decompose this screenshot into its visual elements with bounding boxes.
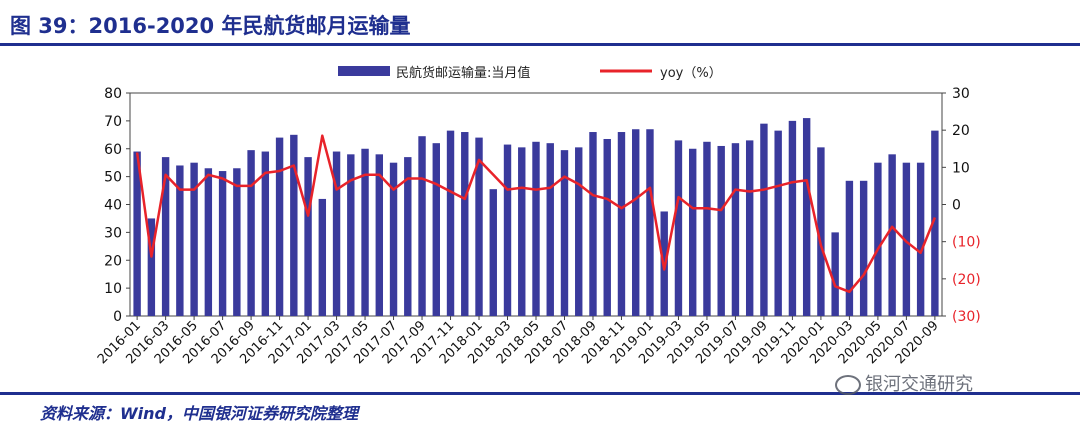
bar [432, 143, 440, 316]
bar [461, 132, 469, 316]
bar [133, 151, 141, 316]
bar [176, 165, 184, 316]
y-left-tick-label: 60 [104, 142, 122, 158]
legend: 民航货邮运输量:当月值 yoy（%） [338, 65, 722, 81]
bar [888, 154, 896, 316]
wechat-icon [835, 375, 861, 395]
bar [859, 180, 868, 316]
bar [318, 198, 327, 316]
bar [916, 162, 925, 316]
bar [760, 123, 768, 316]
bar [745, 140, 754, 316]
bar [646, 129, 654, 316]
bar [418, 136, 426, 316]
y-right-tick-label: 0 [952, 198, 961, 214]
bar [703, 141, 711, 316]
y-left-tick-label: 10 [104, 281, 122, 297]
bar [518, 147, 526, 316]
bar [147, 218, 156, 316]
bar [375, 154, 384, 316]
bar [774, 130, 782, 316]
bar [361, 148, 369, 316]
bar [831, 232, 839, 316]
y-right-tick-label: 20 [952, 123, 970, 139]
y-left-tick-label: 20 [104, 253, 122, 269]
bar [489, 189, 497, 316]
figure-title: 图 39：2016-2020 年民航货邮月运输量 [10, 14, 411, 38]
watermark: 银河交通研究 [835, 370, 973, 396]
bar [589, 132, 597, 316]
title-rule [0, 43, 1080, 46]
bar [503, 144, 512, 316]
y-left-tick-label: 40 [104, 198, 122, 214]
bar [532, 141, 540, 316]
bar [788, 120, 797, 316]
bar [332, 151, 341, 316]
bar [802, 118, 811, 317]
bar [347, 154, 355, 316]
bar [404, 157, 412, 316]
bar [617, 132, 626, 316]
bar [446, 130, 455, 316]
bar [688, 148, 697, 316]
y-right-tick-label: 30 [952, 86, 970, 102]
bar [190, 162, 198, 316]
bar [546, 143, 554, 316]
bar [290, 134, 298, 316]
bar [845, 180, 854, 316]
source-note: 资料来源：Wind，中国银河证券研究院整理 [40, 404, 358, 423]
legend-line-label: yoy（%） [660, 66, 722, 81]
bar [560, 150, 569, 316]
bar [261, 151, 270, 316]
y-left-tick-label: 0 [113, 309, 122, 325]
bar [304, 157, 312, 316]
bar [247, 150, 255, 316]
bar [902, 162, 911, 316]
y-left-tick-label: 50 [104, 170, 122, 186]
y-right-tick-label: 10 [952, 160, 970, 176]
bar [204, 168, 213, 316]
y-left-tick-label: 80 [104, 86, 122, 102]
watermark-text: 银河交通研究 [865, 374, 973, 395]
bar [233, 168, 241, 316]
bar [389, 162, 398, 316]
y-left-tick-label: 30 [104, 225, 122, 241]
legend-bar-label: 民航货邮运输量:当月值 [396, 65, 530, 81]
bar [275, 137, 284, 316]
y-left-tick-label: 70 [104, 114, 122, 130]
bar [575, 147, 583, 316]
bar [674, 140, 683, 316]
bar [218, 171, 227, 316]
bar [874, 162, 882, 316]
bar [817, 147, 825, 316]
y-right-tick-label: (10) [952, 235, 981, 251]
y-right-tick-label: (30) [952, 309, 981, 325]
bar [931, 130, 939, 316]
bar [603, 138, 611, 316]
source-rule [0, 392, 1080, 395]
bar [632, 129, 640, 316]
yoy-line [135, 134, 937, 294]
bar [731, 143, 740, 316]
legend-bar-swatch [338, 66, 390, 76]
bar [161, 157, 170, 316]
bar [475, 137, 483, 316]
bar [717, 145, 725, 316]
y-right-tick-label: (20) [952, 272, 981, 288]
